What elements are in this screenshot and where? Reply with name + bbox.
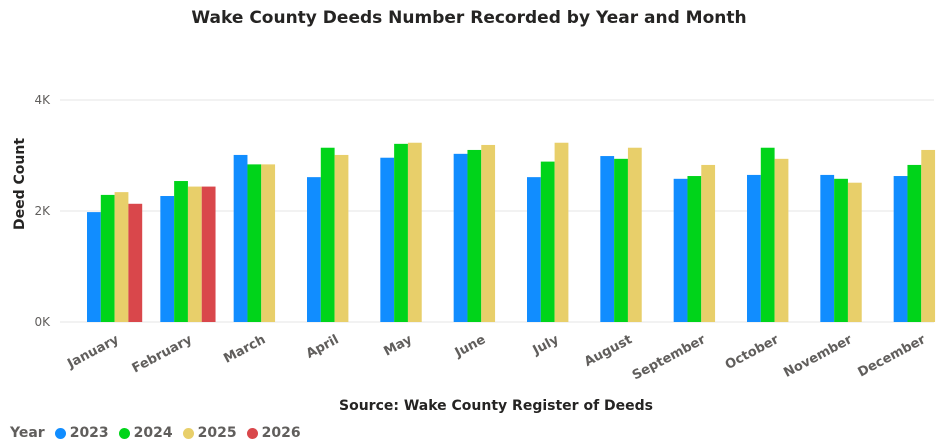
legend-item-2024[interactable]: 2024 — [118, 425, 173, 441]
bar-2025-july[interactable] — [554, 142, 569, 322]
legend-label: 2023 — [69, 425, 109, 441]
legend-label: 2026 — [261, 425, 301, 441]
bars — [87, 142, 936, 322]
bar-2023-february[interactable] — [160, 196, 175, 322]
bar-2025-april[interactable] — [334, 154, 349, 322]
legend-marker — [246, 427, 258, 439]
legend-item-2025[interactable]: 2025 — [182, 425, 237, 441]
bar-2023-june[interactable] — [453, 153, 468, 322]
bar-2024-june[interactable] — [467, 149, 482, 322]
bar-2024-april[interactable] — [320, 147, 335, 322]
legend-item-2026[interactable]: 2026 — [246, 425, 301, 441]
y-axis-title: Deed Count — [12, 138, 28, 230]
x-tick-label: March — [221, 332, 268, 366]
bar-2024-february[interactable] — [174, 181, 188, 322]
bar-2023-july[interactable] — [527, 177, 541, 322]
bar-2023-august[interactable] — [600, 156, 615, 322]
bar-2026-february[interactable] — [201, 186, 216, 322]
source-note: Source: Wake County Register of Deeds — [339, 398, 653, 414]
x-tick-label: November — [781, 332, 855, 381]
bar-2025-november[interactable] — [847, 182, 862, 322]
legend-marker — [54, 427, 66, 439]
y-axis-ticks: 0K 2K 4K — [34, 93, 51, 329]
bar-2023-april[interactable] — [307, 177, 321, 322]
legend-marker — [182, 427, 194, 439]
legend-items: 2023 2024 2025 2026 — [54, 425, 311, 441]
y-tick-label: 2K — [34, 204, 51, 218]
bar-2025-june[interactable] — [481, 144, 496, 322]
legend-item-2023[interactable]: 2023 — [54, 425, 109, 441]
x-tick-label: February — [130, 332, 196, 376]
bar-2023-march[interactable] — [233, 154, 248, 322]
x-tick-label: October — [723, 332, 782, 373]
y-tick-label: 4K — [34, 93, 51, 107]
bar-2023-december[interactable] — [893, 176, 908, 322]
x-tick-label: September — [630, 332, 709, 383]
bar-2023-september[interactable] — [673, 178, 688, 322]
bar-2025-october[interactable] — [774, 158, 789, 322]
legend-label: 2024 — [133, 425, 173, 441]
bar-2025-february[interactable] — [187, 186, 202, 322]
y-tick-label: 0K — [34, 315, 51, 329]
bar-2023-may[interactable] — [380, 157, 395, 322]
legend-marker — [118, 427, 130, 439]
bar-2025-december[interactable] — [921, 149, 936, 322]
x-tick-label: April — [304, 332, 342, 362]
legend-title: Year — [10, 425, 45, 441]
bar-2024-july[interactable] — [540, 161, 555, 322]
x-tick-label: May — [381, 332, 415, 359]
bar-2024-march[interactable] — [247, 164, 262, 322]
x-tick-label: June — [452, 332, 488, 361]
bar-2025-may[interactable] — [407, 142, 422, 322]
bar-2024-december[interactable] — [907, 164, 922, 322]
bar-2023-october[interactable] — [747, 174, 761, 322]
bar-2024-october[interactable] — [760, 147, 775, 322]
legend: Year 2023 2024 2025 2026 — [10, 424, 311, 442]
bar-2025-august[interactable] — [627, 147, 642, 322]
x-tick-label: January — [64, 332, 122, 372]
x-tick-label: August — [582, 332, 635, 370]
bar-2024-september[interactable] — [687, 176, 702, 322]
bar-2024-november[interactable] — [834, 178, 848, 322]
bar-2023-january[interactable] — [87, 212, 101, 322]
chart-title: Wake County Deeds Number Recorded by Yea… — [191, 8, 747, 28]
bar-2025-march[interactable] — [261, 164, 276, 322]
bar-2025-january[interactable] — [114, 192, 129, 322]
bar-2024-may[interactable] — [394, 143, 408, 322]
bar-2024-august[interactable] — [614, 158, 628, 322]
legend-label: 2025 — [197, 425, 237, 441]
x-tick-label: December — [856, 332, 929, 380]
x-tick-label: July — [530, 332, 562, 359]
bar-2024-january[interactable] — [100, 194, 115, 322]
bar-2023-november[interactable] — [820, 174, 835, 322]
bar-2025-september[interactable] — [701, 164, 716, 322]
bar-2026-january[interactable] — [128, 203, 143, 322]
x-axis-ticks: January February March April May June July Augu… — [64, 332, 928, 383]
